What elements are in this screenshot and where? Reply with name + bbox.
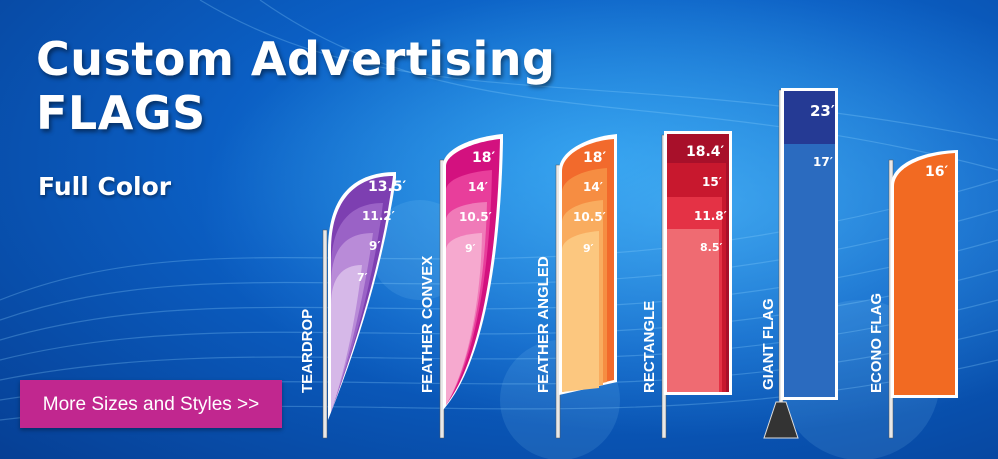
flag-rectangle[interactable]: 18.4′ 15′ 11.8′ 8.5′ RECTANGLE — [641, 131, 732, 439]
flag-giant[interactable]: 23′ 17′ GIANT FLAG — [760, 88, 838, 439]
rectangle-layer-4 — [667, 229, 719, 392]
flag-feather-convex[interactable]: 18′ 14′ 10.5′ 9′ FEATHER CONVEX — [419, 134, 503, 439]
econo-size-1: 16′ — [925, 164, 948, 180]
econo-label: ECONO FLAG — [868, 293, 885, 393]
giant-layer-2 — [784, 144, 835, 397]
teardrop-size-4: 7′ — [357, 271, 368, 284]
teardrop-layer-4 — [331, 265, 362, 412]
teardrop-size-2: 11.2′ — [362, 209, 395, 223]
teardrop-label: TEARDROP — [299, 309, 316, 393]
feather-convex-size-4: 9′ — [465, 242, 476, 255]
teardrop-pole — [322, 229, 328, 439]
giant-size-1: 23′ — [810, 102, 835, 120]
title-line-2: FLAGS — [36, 86, 206, 140]
rectangle-label: RECTANGLE — [641, 301, 658, 393]
feather-angled-layer-4 — [562, 231, 599, 392]
feather-angled-size-3: 10.5′ — [573, 210, 606, 224]
teardrop-size-1: 13.5′ — [368, 179, 407, 195]
flag-econo[interactable]: 16′ ECONO FLAG — [868, 150, 958, 439]
feather-angled-label: FEATHER ANGLED — [535, 256, 552, 393]
banner-subtitle: Full Color — [38, 172, 172, 201]
flag-feather-angled[interactable]: 18′ 14′ 10.5′ 9′ FEATHER ANGLED — [535, 134, 617, 439]
rectangle-size-1: 18.4′ — [686, 144, 725, 160]
banner-title: Custom Advertising FLAGS — [36, 32, 555, 140]
teardrop-size-3: 9′ — [369, 239, 381, 253]
rectangle-size-4: 8.5′ — [700, 241, 722, 254]
flag-teardrop[interactable]: 13.5′ 11.2′ 9′ 7′ TEARDROP — [299, 172, 407, 439]
more-sizes-button[interactable]: More Sizes and Styles >> — [20, 380, 282, 428]
rectangle-size-2: 15′ — [702, 175, 722, 189]
feather-convex-size-1: 18′ — [472, 150, 495, 166]
feather-angled-size-1: 18′ — [583, 150, 606, 166]
giant-label: GIANT FLAG — [760, 298, 777, 390]
feather-angled-size-4: 9′ — [583, 242, 594, 255]
feather-angled-size-2: 14′ — [583, 180, 603, 194]
rectangle-size-3: 11.8′ — [694, 209, 727, 223]
feather-convex-size-2: 14′ — [468, 180, 488, 194]
feather-convex-label: FEATHER CONVEX — [419, 256, 436, 393]
feather-convex-layer-4 — [446, 233, 482, 405]
feather-convex-size-3: 10.5′ — [459, 210, 492, 224]
econo-layer-1 — [894, 153, 955, 395]
title-line-1: Custom Advertising — [36, 32, 556, 86]
giant-size-2: 17′ — [813, 155, 833, 169]
giant-base-stand — [763, 401, 799, 439]
